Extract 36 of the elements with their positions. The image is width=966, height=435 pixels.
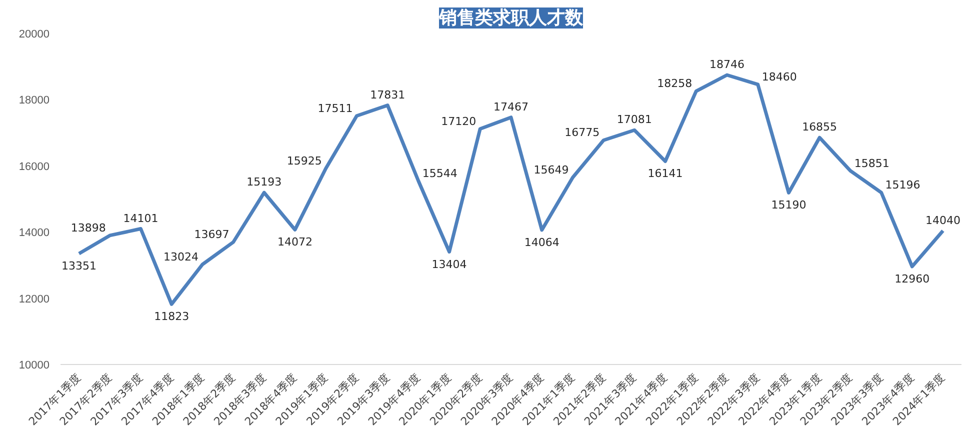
data-label: 13697 xyxy=(194,228,230,242)
data-label: 15193 xyxy=(246,176,282,189)
data-label: 14064 xyxy=(524,236,560,249)
y-tick-label: 10000 xyxy=(18,360,50,372)
data-label: 13024 xyxy=(163,250,198,264)
data-label: 17467 xyxy=(494,100,529,114)
data-label: 15544 xyxy=(422,166,458,180)
y-tick-label: 12000 xyxy=(18,293,50,306)
data-label: 15196 xyxy=(885,178,920,192)
data-label: 12960 xyxy=(894,272,930,286)
data-label: 16141 xyxy=(648,167,683,180)
data-label: 16775 xyxy=(564,126,600,140)
data-label: 17511 xyxy=(318,102,353,115)
data-label: 15925 xyxy=(286,154,322,168)
y-tick-label: 18000 xyxy=(18,94,50,107)
data-label: 15851 xyxy=(854,156,890,170)
data-label: 13404 xyxy=(432,258,467,271)
data-label: 17831 xyxy=(370,88,406,102)
y-tick-label: 16000 xyxy=(18,160,50,173)
data-label: 17120 xyxy=(441,114,476,128)
data-label: 18460 xyxy=(762,70,797,84)
data-label: 18746 xyxy=(709,58,744,72)
data-label: 14040 xyxy=(925,214,960,227)
data-label: 15649 xyxy=(534,164,569,177)
y-tick-label: 14000 xyxy=(18,227,50,240)
data-label: 15190 xyxy=(771,198,806,212)
data-label: 13351 xyxy=(62,260,97,273)
data-label: 14072 xyxy=(278,236,313,249)
chart-title: 销售类求职人才数 xyxy=(438,8,584,28)
data-label: 11823 xyxy=(154,310,190,324)
y-tick-label: 20000 xyxy=(18,28,50,40)
data-label: 18258 xyxy=(657,77,692,90)
data-label: 14101 xyxy=(123,212,158,225)
data-label: 13898 xyxy=(70,221,106,234)
data-label: 17081 xyxy=(616,113,652,126)
data-label: 16855 xyxy=(802,120,838,134)
